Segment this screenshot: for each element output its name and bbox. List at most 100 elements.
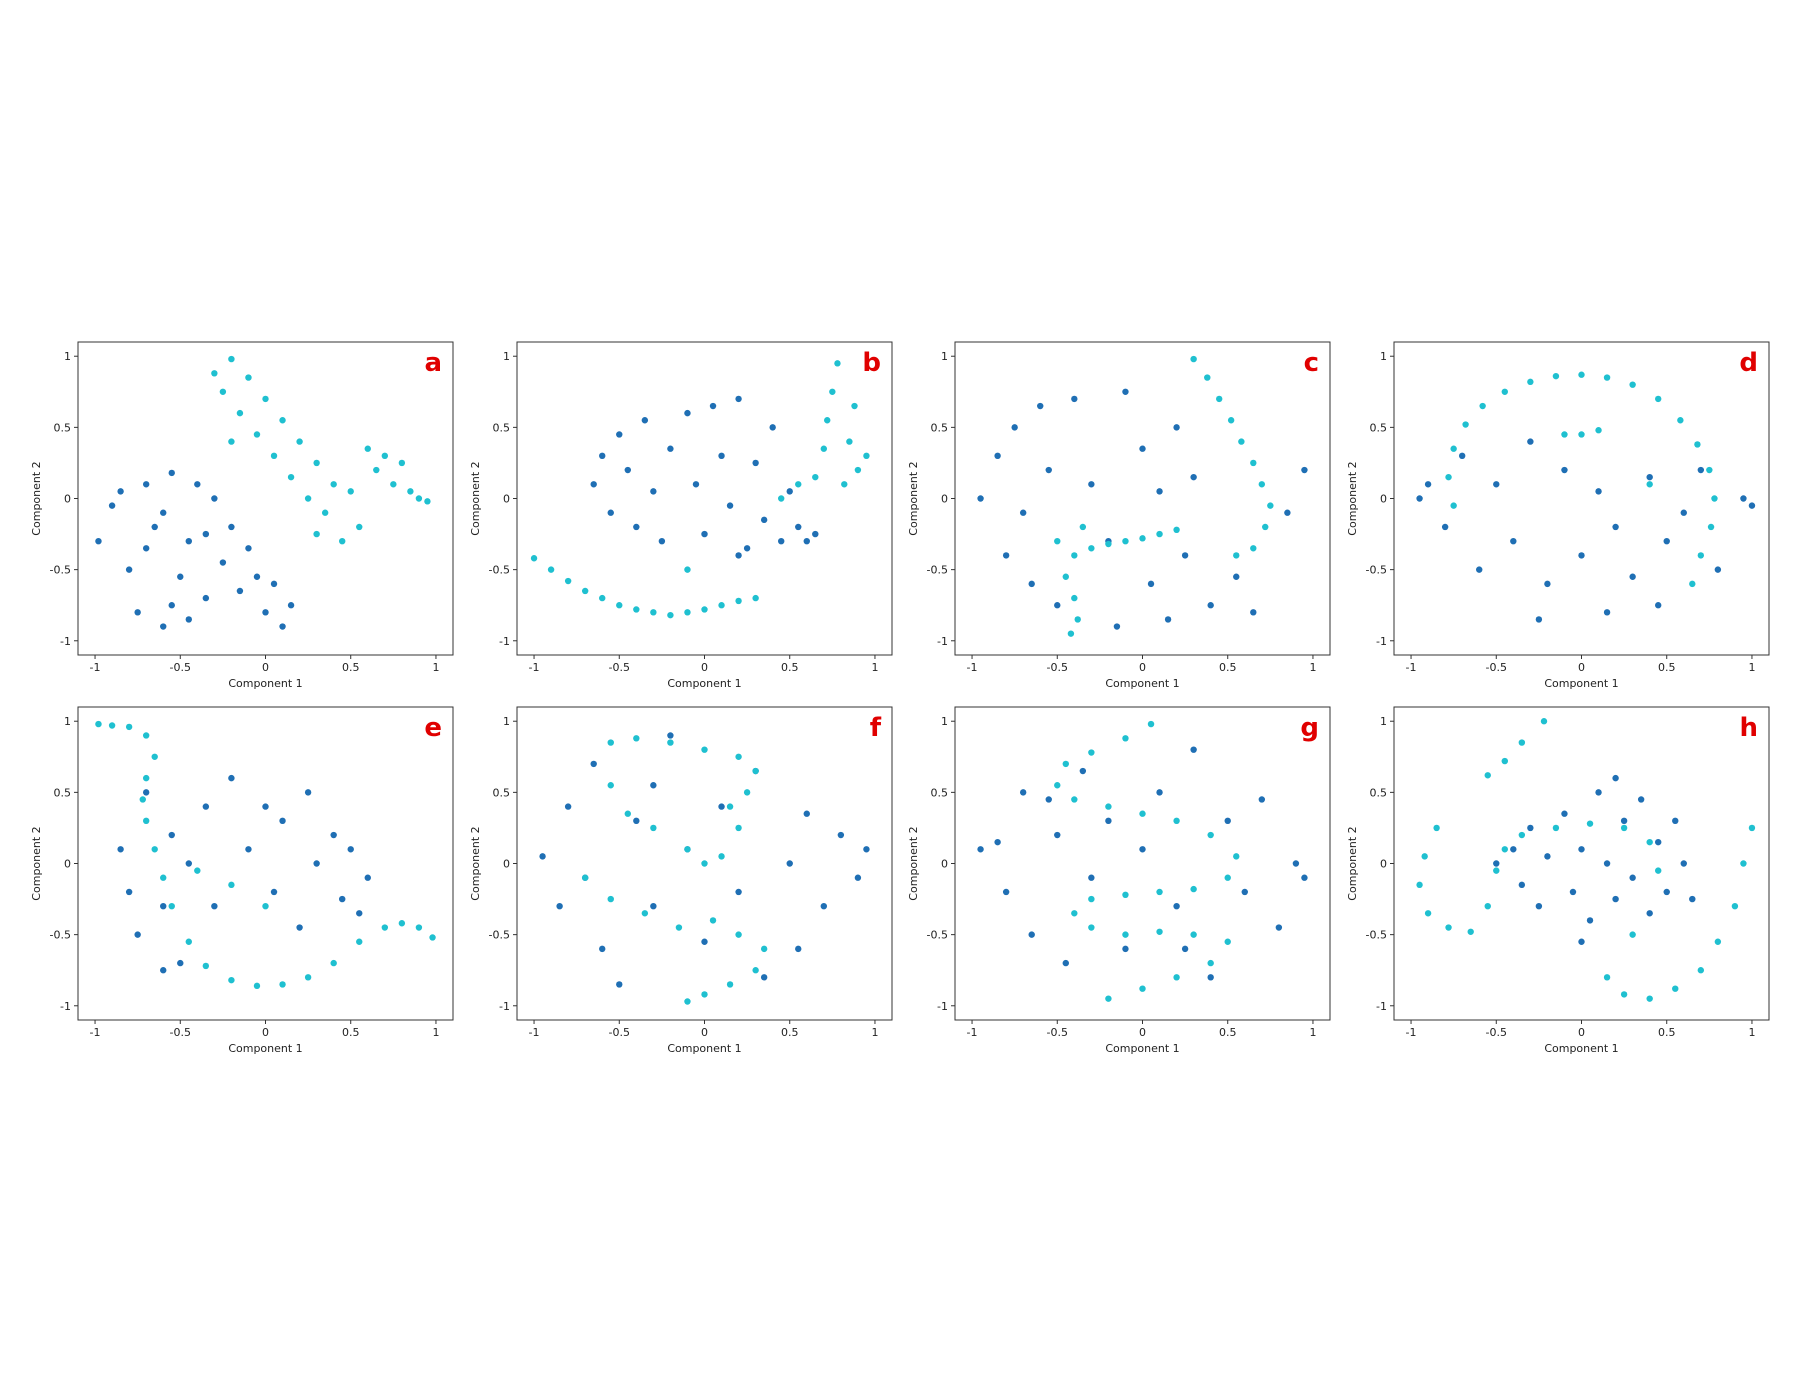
data-point xyxy=(1510,846,1517,853)
y-tick-label: 0 xyxy=(64,858,71,871)
series-b-1 xyxy=(590,395,819,559)
data-point xyxy=(778,495,785,502)
data-point xyxy=(1156,488,1163,495)
data-point xyxy=(1067,630,1075,637)
data-point xyxy=(95,537,102,545)
series-f-2 xyxy=(581,735,768,1005)
data-point xyxy=(125,888,133,896)
data-point xyxy=(607,739,614,746)
data-point xyxy=(1224,874,1231,881)
x-tick-label: -0.5 xyxy=(170,661,191,674)
y-tick-label: -1 xyxy=(499,1000,510,1013)
data-point xyxy=(633,606,640,613)
x-tick-label: -1 xyxy=(529,661,540,674)
y-tick-label: 0.5 xyxy=(931,786,949,799)
data-point xyxy=(1207,602,1214,609)
data-point xyxy=(356,523,363,531)
data-point xyxy=(684,566,691,573)
data-point xyxy=(760,974,768,981)
data-point xyxy=(675,924,683,931)
data-point xyxy=(1629,573,1636,580)
data-point xyxy=(1139,810,1146,817)
data-point xyxy=(429,934,436,941)
data-point xyxy=(1535,902,1543,910)
x-tick-label: 0.5 xyxy=(1658,661,1676,674)
y-tick-label: -0.5 xyxy=(489,564,510,577)
data-point xyxy=(735,395,742,403)
panel-letter-h: h xyxy=(1739,713,1758,743)
y-tick-label: 1 xyxy=(1380,715,1387,728)
x-tick-label: 0.5 xyxy=(342,661,360,674)
x-tick-label: -0.5 xyxy=(170,1026,191,1039)
data-point xyxy=(151,523,158,531)
data-point xyxy=(1740,495,1747,502)
data-point xyxy=(607,509,614,516)
data-point xyxy=(650,824,657,832)
data-point xyxy=(1002,552,1010,559)
data-point xyxy=(1147,720,1155,728)
data-point xyxy=(347,846,354,853)
data-point xyxy=(977,846,984,853)
x-tick-label: -1 xyxy=(967,661,978,674)
data-point xyxy=(228,438,235,445)
data-point xyxy=(752,967,759,974)
data-point xyxy=(581,587,589,595)
data-point xyxy=(1450,445,1457,452)
series-b-2 xyxy=(530,360,870,619)
data-point xyxy=(1706,466,1713,474)
data-point xyxy=(1714,566,1722,573)
data-point xyxy=(262,902,269,910)
data-point xyxy=(1620,991,1628,998)
panel-f: -1 -0.5 0 0.5 1 -1 -0.5 0 0.5 1 Component 1 Compone… xyxy=(469,706,893,1055)
data-point xyxy=(1603,374,1611,381)
data-point xyxy=(1147,580,1155,588)
data-point xyxy=(313,860,320,867)
x-tick-label: -0.5 xyxy=(1047,1026,1068,1039)
data-point xyxy=(356,938,363,945)
y-tick-label: 1 xyxy=(503,350,510,363)
data-point xyxy=(863,846,870,853)
data-point xyxy=(1672,985,1679,992)
x-tick-label: 1 xyxy=(432,1026,439,1039)
y-tick-label: 1 xyxy=(941,350,948,363)
data-point xyxy=(287,473,295,481)
data-point xyxy=(752,459,759,467)
panel-letter-f: f xyxy=(870,713,882,743)
data-point xyxy=(160,874,167,881)
data-point xyxy=(1603,609,1611,616)
data-point xyxy=(1139,846,1146,853)
data-point xyxy=(1190,931,1197,938)
data-point xyxy=(1139,445,1146,452)
data-point xyxy=(1207,974,1214,981)
x-tick-label: 1 xyxy=(871,1026,878,1039)
data-point xyxy=(607,895,614,903)
data-point xyxy=(735,552,742,559)
data-point xyxy=(151,846,158,853)
data-point xyxy=(202,962,210,970)
data-point xyxy=(142,789,150,796)
data-point xyxy=(1105,995,1112,1002)
data-point xyxy=(339,537,346,545)
data-point xyxy=(1476,566,1483,573)
y-tick-label: -1 xyxy=(499,635,510,648)
data-point xyxy=(160,623,167,630)
x-tick-label: 0 xyxy=(262,661,269,674)
data-point xyxy=(1250,545,1257,552)
data-point xyxy=(1088,749,1095,756)
y-tick-label: -0.5 xyxy=(50,564,71,577)
x-tick-label: 0 xyxy=(1139,1026,1146,1039)
data-point xyxy=(202,530,210,538)
data-point xyxy=(1190,885,1197,893)
data-point xyxy=(1586,820,1594,827)
y-tick-label: -0.5 xyxy=(489,929,510,942)
data-point xyxy=(1620,817,1628,825)
data-point xyxy=(616,431,623,438)
y-axis-label: Component 2 xyxy=(907,461,920,535)
data-point xyxy=(1019,789,1027,796)
data-point xyxy=(752,767,759,775)
data-point xyxy=(1527,438,1534,445)
data-point xyxy=(701,530,708,538)
data-point xyxy=(1207,831,1214,839)
data-point xyxy=(1071,395,1078,403)
data-point xyxy=(1501,757,1508,765)
